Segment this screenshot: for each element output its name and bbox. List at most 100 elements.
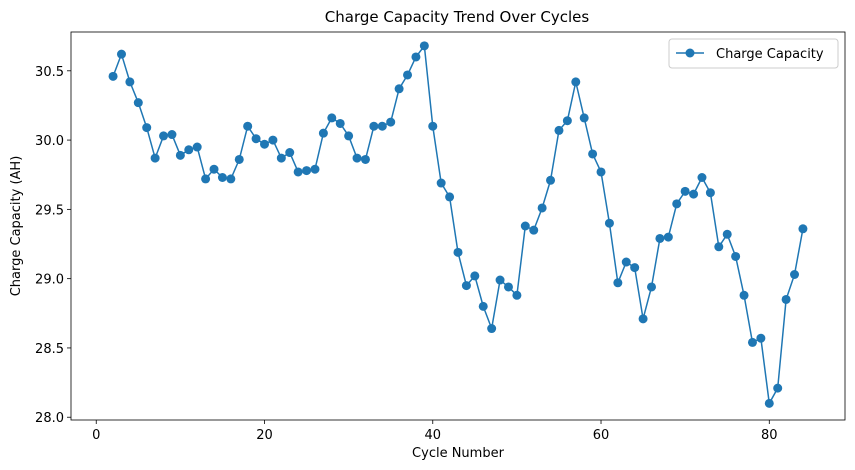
data-point — [781, 294, 791, 304]
data-point — [680, 186, 690, 196]
data-point — [722, 229, 732, 239]
x-tick-label: 80 — [761, 428, 778, 443]
data-point — [621, 257, 631, 267]
data-point — [571, 77, 581, 87]
data-point — [352, 153, 362, 163]
data-point — [327, 113, 337, 123]
data-point — [470, 271, 480, 281]
x-tick-label: 20 — [256, 428, 273, 443]
data-point — [419, 41, 429, 51]
data-point — [226, 174, 236, 184]
y-axis-label: Charge Capacity (AH) — [9, 156, 24, 297]
data-point — [705, 188, 715, 198]
x-tick-label: 0 — [92, 428, 100, 443]
data-point — [175, 150, 185, 160]
y-tick-label: 29.5 — [35, 203, 64, 218]
data-point — [655, 233, 665, 243]
axes-frame — [70, 31, 846, 421]
data-point — [596, 167, 606, 177]
data-point — [167, 130, 177, 140]
data-point — [150, 153, 160, 163]
data-point — [756, 333, 766, 343]
data-point — [335, 118, 345, 128]
data-point — [234, 154, 244, 164]
y-tick-label: 28.0 — [35, 411, 64, 426]
data-point — [386, 117, 396, 127]
data-point — [630, 263, 640, 273]
chart-title: Charge Capacity Trend Over Cycles — [325, 8, 590, 26]
data-point — [764, 398, 774, 408]
data-point — [142, 123, 152, 133]
data-point — [714, 242, 724, 252]
data-point — [260, 139, 269, 149]
data-point — [360, 154, 370, 164]
y-tick-label: 29.0 — [35, 273, 64, 288]
data-point — [201, 174, 211, 184]
data-point — [537, 203, 547, 213]
plot-area — [108, 41, 808, 408]
y-axis: 28.0 28.5 29.0 29.5 30.0 30.5 — [35, 65, 71, 426]
data-point — [739, 290, 749, 300]
data-point — [108, 71, 118, 81]
data-point — [773, 383, 783, 393]
data-point — [689, 189, 699, 199]
x-tick-label: 40 — [424, 428, 441, 443]
data-point — [125, 77, 135, 87]
data-point — [276, 153, 286, 163]
data-point — [798, 224, 808, 234]
data-point — [579, 113, 589, 123]
data-point — [562, 116, 572, 126]
data-point — [731, 251, 741, 261]
data-point — [672, 199, 682, 209]
data-point — [436, 178, 446, 188]
data-point — [251, 134, 261, 144]
y-tick-label: 28.5 — [35, 342, 64, 357]
x-tick-label: 60 — [593, 428, 610, 443]
legend: Charge Capacity — [668, 38, 839, 69]
data-point — [520, 221, 530, 231]
data-point — [428, 121, 438, 131]
data-point — [394, 84, 404, 94]
legend-label: Charge Capacity — [716, 47, 824, 62]
data-point — [411, 52, 421, 62]
data-point — [638, 314, 648, 324]
data-point — [613, 278, 623, 288]
data-point — [747, 337, 757, 347]
legend-box — [668, 38, 839, 69]
data-point — [302, 166, 312, 176]
data-point — [377, 121, 387, 131]
data-point — [487, 324, 497, 334]
data-point — [503, 282, 513, 292]
data-point — [192, 142, 202, 152]
data-point — [697, 173, 707, 182]
data-point — [647, 282, 656, 292]
data-point — [369, 121, 379, 131]
data-point — [344, 131, 354, 141]
data-point — [243, 121, 253, 131]
data-point — [159, 131, 169, 141]
data-point — [663, 232, 673, 242]
data-point — [116, 49, 126, 59]
y-tick-label: 30.5 — [35, 65, 64, 80]
data-point — [209, 164, 219, 174]
x-axis: 0 20 40 60 80 — [92, 420, 778, 443]
data-point — [403, 70, 413, 80]
data-point — [588, 149, 598, 159]
data-point — [268, 135, 278, 145]
legend-marker-swatch — [685, 48, 695, 58]
data-point — [133, 98, 143, 108]
data-point — [445, 192, 455, 202]
data-point — [478, 301, 488, 311]
y-tick-label: 30.0 — [35, 134, 64, 149]
data-point — [293, 167, 303, 177]
data-point — [512, 290, 522, 300]
data-point — [318, 128, 328, 138]
data-point — [217, 173, 227, 182]
data-point — [546, 175, 556, 185]
data-point — [310, 164, 320, 174]
data-point — [495, 275, 505, 285]
data-point — [184, 145, 194, 155]
data-point — [529, 225, 539, 235]
x-axis-label: Cycle Number — [412, 446, 505, 461]
